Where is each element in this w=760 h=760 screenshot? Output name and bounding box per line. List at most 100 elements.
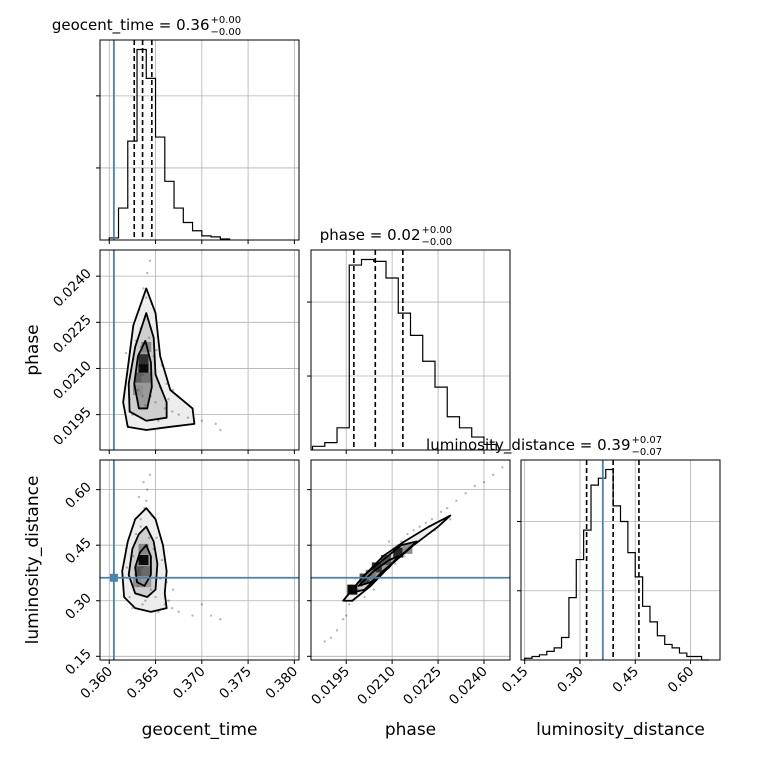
sample-point — [219, 618, 222, 621]
sample-point — [200, 603, 204, 606]
sample-point — [430, 518, 434, 521]
sample-point — [154, 401, 157, 404]
sample-point — [473, 484, 476, 488]
sample-point — [132, 555, 135, 558]
sample-point — [491, 473, 495, 477]
y-tick-label: 0.0210 — [50, 358, 95, 403]
pair-panel-geocent_time-luminosity_distance — [96, 459, 300, 664]
sample-point — [163, 407, 166, 410]
panel-contents — [100, 460, 299, 660]
y-tick-label: 0.30 — [62, 590, 95, 623]
x-tick-label: 0.15 — [499, 664, 532, 697]
sample-point — [323, 640, 326, 643]
contour-line-1 — [121, 507, 168, 613]
sample-point — [177, 413, 180, 416]
sample-point — [406, 532, 409, 536]
sample-point — [147, 336, 151, 339]
density-cell — [393, 547, 404, 558]
sample-point — [165, 382, 168, 386]
sample-point — [412, 529, 415, 532]
pair-panel-phase-luminosity_distance — [307, 459, 511, 664]
x-axis-label: phase — [385, 720, 436, 740]
sample-point — [131, 606, 134, 610]
sample-point — [147, 536, 151, 539]
x-axis-label: luminosity_distance — [536, 720, 705, 740]
sample-point — [160, 558, 164, 562]
sample-point — [387, 540, 391, 543]
sample-point — [170, 606, 174, 610]
panel-contents — [112, 250, 222, 450]
sample-point — [155, 348, 158, 352]
sample-point — [464, 492, 467, 495]
sample-point — [134, 532, 138, 536]
sample-point — [145, 499, 148, 502]
sample-point — [136, 388, 140, 392]
sample-point — [149, 588, 153, 591]
sample-point — [124, 351, 128, 355]
marginal-title-geocent_time: geocent_time = 0.36 +0.00−0.00 — [52, 15, 241, 38]
sample-point — [148, 473, 152, 477]
sample-point — [177, 610, 180, 614]
x-tick-label: 0.375 — [216, 664, 255, 703]
density-cell — [138, 354, 149, 365]
sample-point — [363, 595, 366, 599]
y-tick-label: 0.0195 — [50, 404, 95, 449]
marginal-title-phase: phase = 0.02 +0.00−0.00 — [320, 225, 452, 248]
density-cell — [132, 385, 143, 395]
x-tick-label: 0.365 — [124, 664, 163, 703]
hist-panel-geocent_time — [96, 39, 300, 244]
axes-frame — [310, 249, 511, 451]
y-tick-label: 0.0225 — [50, 312, 95, 357]
title-minus: −0.07 — [632, 447, 663, 458]
contour-line-1 — [122, 287, 196, 431]
axes-frame — [520, 459, 721, 661]
contour-line-3 — [134, 544, 152, 587]
sample-point — [154, 595, 157, 599]
axes-frame — [99, 249, 300, 451]
sample-point — [155, 536, 158, 539]
title-main: geocent_time = 0.36 — [52, 16, 210, 35]
y-axis-label: phase — [23, 324, 43, 375]
sample-point — [393, 562, 397, 565]
contour-line-3 — [357, 555, 400, 587]
density-cell — [371, 562, 382, 573]
x-tick-label: 0.60 — [665, 664, 698, 697]
sample-point — [446, 506, 449, 510]
sample-point — [125, 566, 129, 569]
sample-point — [191, 614, 194, 617]
marginal-title-luminosity_distance: luminosity_distance = 0.39 +0.07−0.07 — [426, 435, 662, 458]
sample-point — [209, 614, 213, 617]
density-cell — [135, 566, 146, 577]
y-tick-label: 0.0240 — [50, 266, 95, 311]
hist-panel-phase — [307, 249, 511, 454]
hist-panel-luminosity_distance — [517, 459, 721, 664]
density-cell — [141, 566, 152, 577]
density-cell — [141, 372, 152, 383]
title-minus: −0.00 — [211, 27, 242, 38]
histogram-step — [311, 258, 497, 450]
x-tick-label: 0.380 — [263, 664, 302, 703]
title-plus: +0.00 — [422, 225, 453, 236]
title-main: luminosity_distance = 0.39 — [426, 436, 630, 455]
x-tick-label: 0.0195 — [308, 664, 353, 709]
y-tick-label: 0.45 — [62, 535, 95, 568]
sample-point — [128, 595, 131, 599]
title-minus: −0.00 — [422, 237, 453, 248]
axes-frame — [99, 459, 300, 661]
x-tick-label: 0.0240 — [446, 664, 491, 709]
sample-point — [146, 271, 149, 275]
sample-point — [141, 394, 144, 398]
axes-background — [521, 460, 720, 660]
sample-point — [142, 287, 145, 290]
sample-point — [439, 510, 443, 514]
sample-point — [167, 398, 170, 401]
sample-point — [144, 599, 147, 602]
sample-point — [148, 259, 152, 262]
y-axis-label: luminosity_distance — [23, 476, 43, 645]
sample-point — [137, 495, 141, 499]
sample-point — [372, 588, 375, 591]
density-cell — [138, 555, 149, 565]
sample-point — [139, 525, 142, 528]
x-tick-label: 0.0225 — [400, 664, 445, 709]
sample-point — [138, 367, 141, 370]
